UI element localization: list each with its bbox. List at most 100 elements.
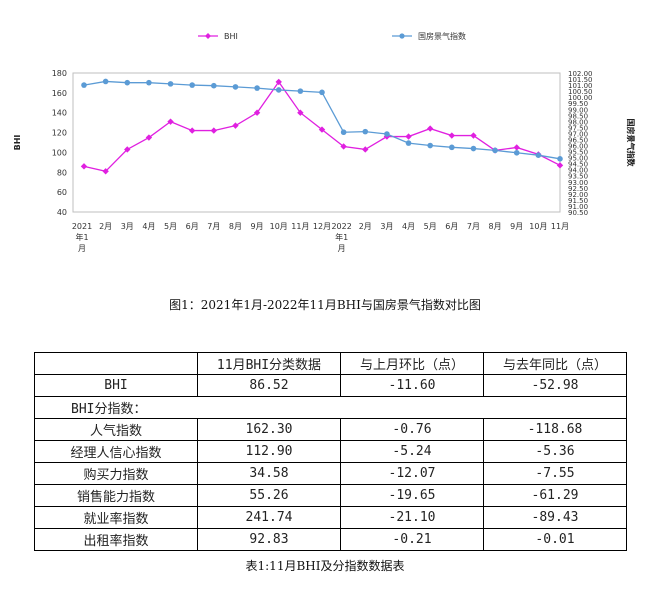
- right-tick-label: 91.50: [568, 197, 588, 205]
- data-point: [81, 82, 87, 88]
- cell-mom: -12.07: [340, 462, 484, 485]
- data-point: [470, 145, 477, 152]
- data-point: [275, 78, 282, 86]
- table-row-subheader: BHI分指数：: [34, 396, 627, 419]
- data-point: [211, 82, 217, 89]
- data-point: [297, 88, 304, 94]
- data-point: [340, 129, 347, 136]
- data-point: [384, 131, 390, 137]
- data-point: [427, 142, 433, 149]
- x-tick-label: 8月: [489, 222, 502, 231]
- row-label: 销售能力指数: [34, 484, 198, 507]
- data-point: [362, 128, 369, 135]
- left-tick-label: 120: [52, 129, 67, 138]
- data-point: [254, 85, 260, 91]
- cell-mom: -5.24: [340, 440, 484, 463]
- right-tick-label: 95.50: [568, 149, 588, 157]
- data-point: [253, 109, 261, 116]
- header-cell: 与上月环比（点）: [340, 352, 484, 375]
- x-tick-label: 3月: [121, 222, 134, 231]
- data-point: [470, 132, 477, 139]
- cell-value: 34.58: [197, 462, 341, 485]
- right-tick-label: 93.00: [568, 179, 588, 187]
- x-tick-label: 2月: [99, 222, 112, 231]
- data-point: [318, 126, 326, 133]
- data-point: [319, 89, 325, 96]
- left-tick-label: 140: [52, 109, 67, 118]
- cell-mom: -19.65: [340, 484, 484, 507]
- left-tick-label: 180: [52, 69, 67, 78]
- right-tick-label: 97.50: [568, 124, 588, 132]
- bhi-data-table: 11月BHI分类数据 与上月环比（点） 与去年同比（点） BHI 86.52 -…: [34, 352, 627, 551]
- row-label: 经理人信心指数: [34, 440, 198, 463]
- right-tick-label: 99.00: [568, 106, 588, 114]
- data-point: [188, 127, 196, 134]
- header-cell: 11月BHI分类数据: [197, 352, 341, 375]
- cell-value: 162.30: [197, 418, 341, 441]
- table-row: 经理人信心指数 112.90 -5.24 -5.36: [34, 440, 627, 463]
- data-point: [189, 82, 195, 88]
- left-tick-label: 80: [57, 168, 67, 177]
- x-tick-label: 2月: [359, 222, 372, 231]
- cell-yoy: -61.29: [483, 484, 627, 507]
- x-tick-label: 3月: [380, 222, 393, 231]
- data-point: [80, 163, 88, 170]
- left-axis-title: BHI: [13, 135, 22, 151]
- sub-index-heading: BHI分指数：: [34, 396, 627, 419]
- x-tick-label: 11月: [291, 222, 309, 231]
- right-tick-label: 93.50: [568, 173, 588, 181]
- plot-area: [72, 72, 561, 213]
- row-label: 人气指数: [34, 418, 198, 441]
- right-tick-label: 92.00: [568, 191, 588, 199]
- table-row: 就业率指数 241.74 -21.10 -89.43: [34, 506, 627, 529]
- data-point: [492, 147, 498, 154]
- data-point: [167, 81, 174, 87]
- x-tick-label: 2022 年1 月: [331, 222, 351, 253]
- cell-yoy: -7.55: [483, 462, 627, 485]
- left-tick-label: 40: [57, 208, 67, 217]
- x-tick-label: 4月: [402, 222, 415, 231]
- data-point: [556, 162, 564, 169]
- data-point: [124, 79, 131, 86]
- data-point: [124, 146, 131, 153]
- right-tick-label: 99.50: [568, 100, 588, 108]
- x-tick-label: 10月: [529, 222, 547, 231]
- x-tick-label: 7月: [207, 222, 220, 231]
- cell-mom: -21.10: [340, 506, 484, 529]
- right-tick-label: 98.50: [568, 112, 588, 120]
- cell-value: 241.74: [197, 506, 341, 529]
- x-tick-label: 11月: [551, 222, 569, 231]
- bhi-vs-national-index-chart: 40 60 80 100 120 140 160 180 90.5091.0091.5092.0…: [13, 31, 636, 253]
- row-label: BHI: [34, 374, 198, 397]
- left-tick-label: 160: [52, 89, 67, 98]
- right-tick-label: 97.00: [568, 130, 588, 138]
- left-tick-label: 100: [52, 148, 67, 157]
- legend-marker: [399, 33, 405, 39]
- legend-label: 国房景气指数: [418, 31, 466, 41]
- x-tick-label: 5月: [164, 222, 177, 231]
- data-point: [232, 84, 239, 90]
- data-point: [448, 132, 456, 139]
- data-point: [513, 144, 520, 151]
- x-tick-label: 8月: [229, 222, 242, 231]
- x-tick-label: 4月: [142, 222, 155, 231]
- cell-value: 86.52: [197, 374, 341, 397]
- row-label: 出租率指数: [34, 528, 198, 551]
- legend-label: BHI: [224, 32, 238, 41]
- x-tick-label: 6月: [445, 222, 458, 231]
- cell-yoy: -118.68: [483, 418, 627, 441]
- cell-yoy: -52.98: [483, 374, 627, 397]
- table-row: 人气指数 162.30 -0.76 -118.68: [34, 418, 627, 441]
- data-point: [275, 87, 282, 93]
- data-point: [405, 140, 412, 146]
- x-tick-label: 9月: [251, 222, 264, 231]
- right-axis-title: 国房景气指数: [626, 119, 636, 168]
- x-tick-label: 7月: [467, 222, 480, 231]
- cell-value: 55.26: [197, 484, 341, 507]
- x-tick-label: 6月: [186, 222, 199, 231]
- data-point: [362, 146, 369, 153]
- right-tick-label: 100.00: [568, 94, 593, 102]
- table-row-bhi: BHI 86.52 -11.60 -52.98: [34, 374, 627, 397]
- data-point: [557, 156, 563, 162]
- data-point: [102, 168, 109, 175]
